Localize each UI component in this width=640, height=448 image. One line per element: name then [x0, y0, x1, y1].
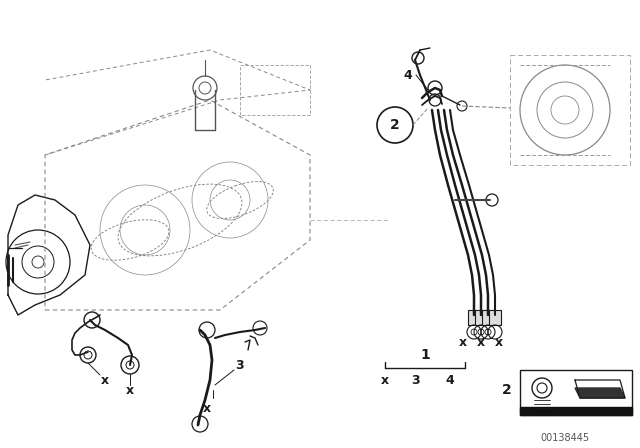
Text: x: x — [203, 401, 211, 414]
Text: 3: 3 — [411, 374, 419, 387]
Text: 4: 4 — [445, 374, 454, 387]
Text: 1: 1 — [420, 348, 430, 362]
Text: x: x — [381, 374, 389, 387]
Polygon shape — [575, 388, 625, 398]
Bar — [475, 310, 487, 325]
Text: x: x — [477, 336, 485, 349]
Bar — [468, 310, 480, 325]
Bar — [240, 65, 310, 115]
Bar — [520, 370, 632, 415]
Text: x: x — [495, 336, 503, 349]
Circle shape — [377, 107, 413, 143]
Text: 2: 2 — [502, 383, 512, 397]
Bar — [482, 310, 494, 325]
Text: 4: 4 — [404, 69, 412, 82]
Text: 3: 3 — [236, 358, 244, 371]
Text: x: x — [459, 336, 467, 349]
Bar — [489, 310, 501, 325]
Text: 2: 2 — [390, 118, 400, 132]
Text: 00138445: 00138445 — [540, 433, 589, 443]
Bar — [510, 55, 630, 165]
Text: x: x — [101, 374, 109, 387]
Bar — [520, 407, 632, 415]
Text: x: x — [126, 383, 134, 396]
